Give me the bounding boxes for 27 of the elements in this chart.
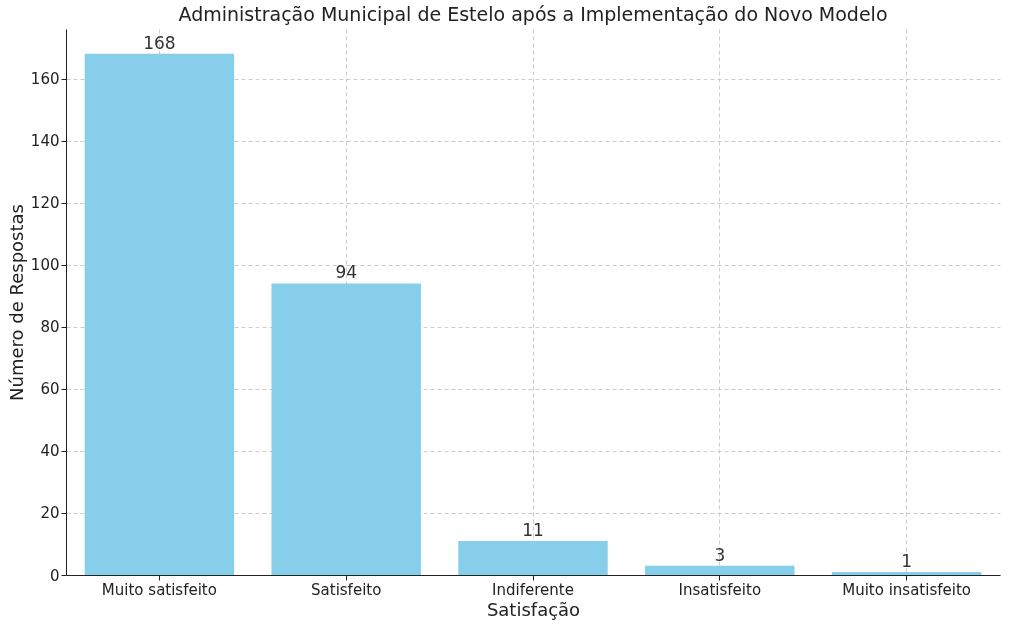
bar	[645, 565, 795, 575]
bar	[458, 540, 608, 575]
x-tick-label: Muito insatisfeito	[842, 580, 971, 599]
y-tick-label: 0	[49, 566, 60, 585]
x-tick-label: Satisfeito	[311, 580, 382, 599]
chart-title: Administração Municipal de Estelo após a Implementação do Novo Modelo	[178, 3, 888, 25]
bar	[271, 283, 421, 575]
y-tick-label: 40	[40, 442, 60, 461]
bar	[84, 53, 235, 575]
x-axis-title: Satisfação	[486, 598, 581, 620]
y-tick-label: 20	[40, 504, 60, 523]
x-tick-label: Indiferente	[492, 580, 574, 599]
bar	[831, 571, 982, 575]
y-tick-label: 100	[30, 256, 60, 275]
y-axis-title: Número de Respostas	[5, 204, 27, 401]
data-label: 1	[901, 550, 913, 571]
y-tick-label: 120	[30, 194, 60, 213]
data-label: 168	[143, 32, 176, 53]
y-tick-label: 80	[40, 318, 60, 337]
y-tick-label: 60	[40, 380, 60, 399]
y-tick-label: 160	[30, 70, 60, 89]
data-label: 94	[335, 262, 358, 283]
x-tick-label: Insatisfeito	[678, 580, 762, 599]
x-tick-label: Muito satisfeito	[101, 580, 217, 599]
y-tick-label: 140	[30, 132, 60, 151]
data-label: 3	[714, 544, 726, 565]
data-label: 11	[522, 519, 544, 540]
